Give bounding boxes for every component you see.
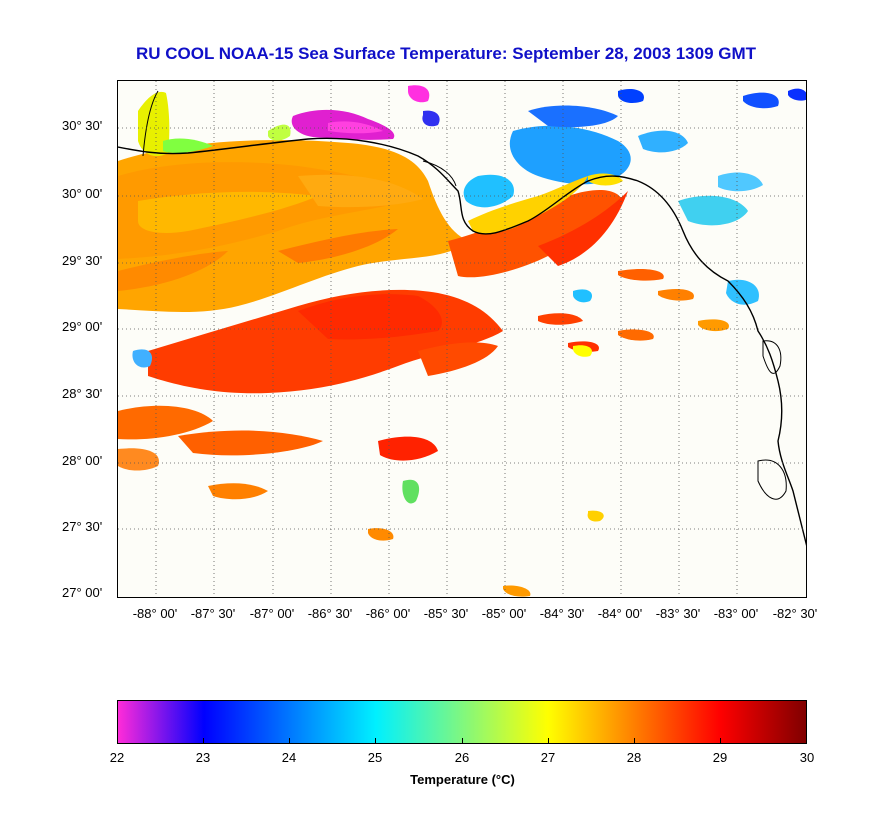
lon-label-83-00: -83° 00'	[713, 606, 759, 621]
sst-red-patches	[118, 189, 628, 394]
colorbar-tickmark	[462, 738, 463, 744]
colorbar-tick-24: 24	[281, 750, 297, 765]
lon-label-87-00: -87° 00'	[249, 606, 295, 621]
lon-label-86-00: -86° 00'	[365, 606, 411, 621]
colorbar-tick-28: 28	[626, 750, 642, 765]
colorbar-tickmark	[375, 738, 376, 744]
coastline	[118, 90, 806, 546]
lon-label-86-30: -86° 30'	[307, 606, 353, 621]
lat-label-30-00: 30° 00'	[62, 186, 103, 201]
lat-label-29-30: 29° 30'	[62, 253, 103, 268]
colorbar-tickmark	[548, 738, 549, 744]
lat-label-29-00: 29° 00'	[62, 319, 103, 334]
colorbar-tick-23: 23	[195, 750, 211, 765]
colorbar-tick-27: 27	[540, 750, 556, 765]
colorbar-tick-26: 26	[454, 750, 470, 765]
lon-label-82-30: -82° 30'	[772, 606, 818, 621]
map-grid	[118, 81, 806, 597]
colorbar-tickmark	[289, 738, 290, 744]
lat-label-27-00: 27° 00'	[62, 585, 103, 600]
lat-label-30-30: 30° 30'	[62, 118, 103, 133]
sst-map-canvas	[118, 81, 806, 597]
colorbar-tickmark	[634, 738, 635, 744]
lon-label-84-00: -84° 00'	[597, 606, 643, 621]
lon-label-85-30: -85° 30'	[423, 606, 469, 621]
colorbar-tickmark	[203, 738, 204, 744]
sst-map	[117, 80, 807, 598]
lon-label-83-30: -83° 30'	[655, 606, 701, 621]
lat-label-28-30: 28° 30'	[62, 386, 103, 401]
colorbar-label: Temperature (°C)	[410, 772, 515, 787]
colorbar-tickmark	[720, 738, 721, 744]
colorbar-tick-22: 22	[109, 750, 125, 765]
temperature-colorbar	[117, 700, 807, 744]
sst-cold-water	[132, 88, 806, 368]
figure-title: RU COOL NOAA-15 Sea Surface Temperature:…	[135, 44, 757, 63]
colorbar-tick-25: 25	[367, 750, 383, 765]
colorbar-tick-30: 30	[799, 750, 815, 765]
lon-label-84-30: -84° 30'	[539, 606, 585, 621]
colorbar-tick-29: 29	[712, 750, 728, 765]
lat-label-27-30: 27° 30'	[62, 519, 103, 534]
sst-magenta-region	[291, 85, 440, 140]
lon-label-88-00: -88° 00'	[132, 606, 178, 621]
lat-label-28-00: 28° 00'	[62, 453, 103, 468]
lon-label-87-30: -87° 30'	[190, 606, 236, 621]
sst-south-patches	[118, 268, 729, 597]
lon-label-85-00: -85° 00'	[481, 606, 527, 621]
sst-warm-band	[118, 140, 468, 313]
